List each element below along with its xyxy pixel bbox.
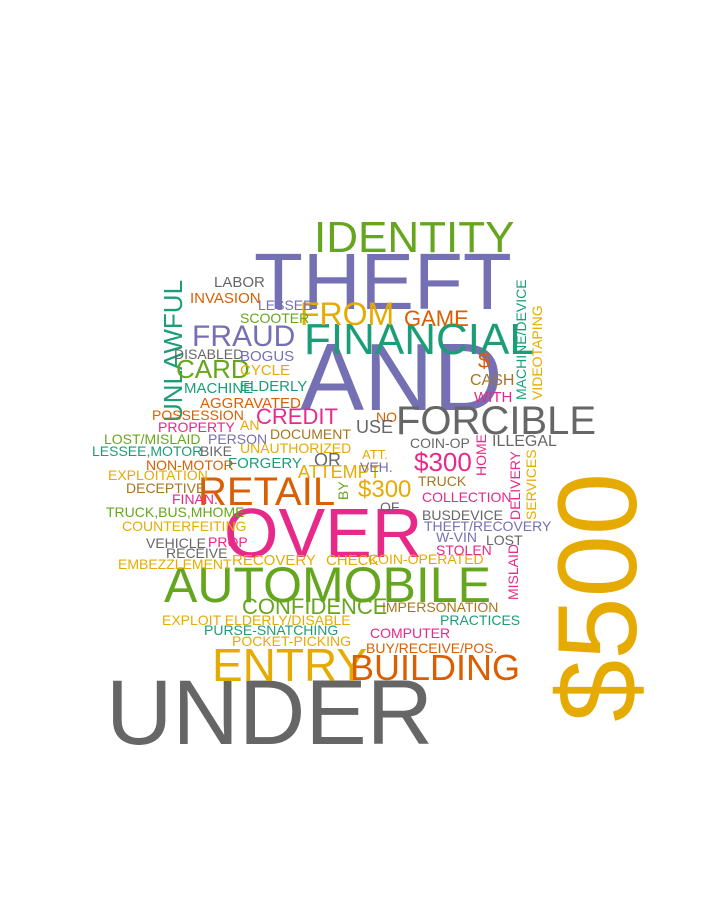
word-with: WITH	[474, 389, 513, 406]
word-forcible: FORCIBLE	[396, 399, 597, 443]
word-collection: COLLECTION	[422, 489, 512, 505]
word-busdevice: BUSDEVICE	[422, 507, 503, 523]
word-buy-receive: BUY/RECEIVE/POS.	[366, 640, 498, 656]
word-veh: VEH.	[360, 459, 393, 475]
word-embezzlement: EMBEZZLEMENT	[118, 556, 232, 572]
word-or: OR	[314, 450, 341, 470]
word-by: BY	[335, 481, 351, 500]
word-att: ATT.	[362, 447, 388, 462]
word-card: CARD	[176, 354, 250, 384]
word-lost-mislaid: LOST/MISLAID	[104, 431, 201, 447]
word-purse-snatching: PURSE-SNATCHING	[204, 622, 339, 638]
word-game: GAME	[404, 306, 469, 331]
word-fraud: FRAUD	[192, 320, 296, 353]
word-receive: RECEIVE	[166, 545, 228, 561]
word-forgery: FORGERY	[228, 455, 302, 472]
word-check: CHECK	[326, 552, 379, 569]
word-dollar: $	[478, 348, 491, 373]
word-scooter: SCOOTER	[240, 310, 310, 326]
word-illegal: ILLEGAL	[492, 433, 557, 450]
word-automobile: AUTOMOBILE	[164, 557, 491, 613]
word-of: OF	[380, 499, 400, 515]
word-exploit-elderly: EXPLOIT ELDERLY/DISABLE	[162, 612, 351, 628]
word-unauthorized: UNAUTHORIZED	[240, 440, 352, 456]
word-coin-op: COIN-OP	[410, 435, 470, 451]
word-stolen: STOLEN	[436, 542, 492, 558]
word-truck: TRUCK	[418, 473, 467, 489]
word-machine: MACHINE	[184, 380, 254, 397]
word-bike: BIKE	[200, 443, 232, 459]
word-document: DOCUMENT	[270, 426, 351, 442]
word-finan: FINAN.	[172, 491, 218, 507]
word-truck-bus-mhome: TRUCK,BUS,MHOME	[106, 504, 245, 520]
word-credit: CREDIT	[256, 404, 338, 429]
word-person: PERSON	[208, 431, 268, 447]
word-videotaping: VIDEOTAPING	[529, 305, 545, 400]
word-identity: IDENTITY	[314, 213, 515, 262]
word-financial: FINANCIAL	[304, 315, 534, 364]
word-bogus: BOGUS	[240, 348, 295, 365]
word-theft-recovery: THEFT/RECOVERY	[424, 518, 552, 534]
word-an: AN	[240, 417, 260, 433]
word-w-vin: W-VIN	[436, 529, 477, 545]
word-coin-operated: COIN-OPERATED	[368, 551, 484, 567]
word-lessee-motor: LESSEE,MOTOR	[92, 443, 203, 459]
word-no: NO	[376, 409, 397, 425]
word-pocket-picking: POCKET-PICKING	[232, 633, 352, 649]
word-home: HOME	[473, 434, 489, 476]
word-elderly: ELDERLY	[240, 378, 308, 395]
word-theft: THEFT	[254, 237, 512, 326]
word-impersonation: IMPERSONATION	[382, 599, 499, 615]
word-practices: PRACTICES	[440, 612, 521, 628]
word-recovery: RECOVERY	[232, 552, 316, 569]
word-cash: CASH	[470, 372, 515, 389]
word-use: USE	[356, 417, 394, 437]
word-lessee: LESSEE	[258, 297, 313, 313]
word-exploitation: EXPLOITATION	[108, 467, 208, 483]
word-from: FROM	[300, 296, 395, 332]
word-lost: LOST	[486, 532, 523, 548]
word-property: PROPERTY	[158, 419, 235, 435]
word-confidence: CONFIDENCE	[242, 594, 388, 619]
word-building: BUILDING	[350, 647, 521, 688]
word-non-motor: NON-MOTOR	[146, 457, 234, 473]
word-prop: PROP	[208, 534, 248, 550]
word-300-b: $300	[358, 476, 412, 503]
word-computer: COMPUTER	[370, 625, 451, 641]
word-services: SERVICES	[523, 449, 539, 520]
word-deceptive: DECEPTIVE	[126, 480, 206, 496]
word-and: AND	[300, 324, 503, 431]
word-mislaid: MISLAID	[505, 543, 521, 600]
word-entry: ENTRY	[212, 639, 368, 691]
word-attempt: ATTEMPT	[298, 462, 381, 482]
word-disabled: DISABLED	[174, 346, 244, 362]
word-possession: POSSESSION	[152, 407, 244, 423]
word-counterfeiting: COUNTERFEITING	[122, 518, 247, 534]
word-under: UNDER	[106, 662, 434, 764]
word-labor: LABOR	[214, 274, 265, 291]
word-cycle: CYCLE	[240, 362, 291, 379]
word-invasion: INVASION	[190, 290, 261, 307]
word-vehicle: VEHICLE	[146, 535, 206, 551]
word-delivery: DELIVERY	[507, 451, 523, 520]
word-over: OVER	[224, 494, 423, 572]
word-retail: RETAIL	[198, 470, 336, 514]
word-aggravated: AGGRAVATED	[200, 395, 301, 412]
word-500: $500	[535, 472, 660, 722]
word-machine-device: MACHINE/DEVICE	[513, 279, 529, 400]
word-300-a: $300	[414, 447, 472, 477]
